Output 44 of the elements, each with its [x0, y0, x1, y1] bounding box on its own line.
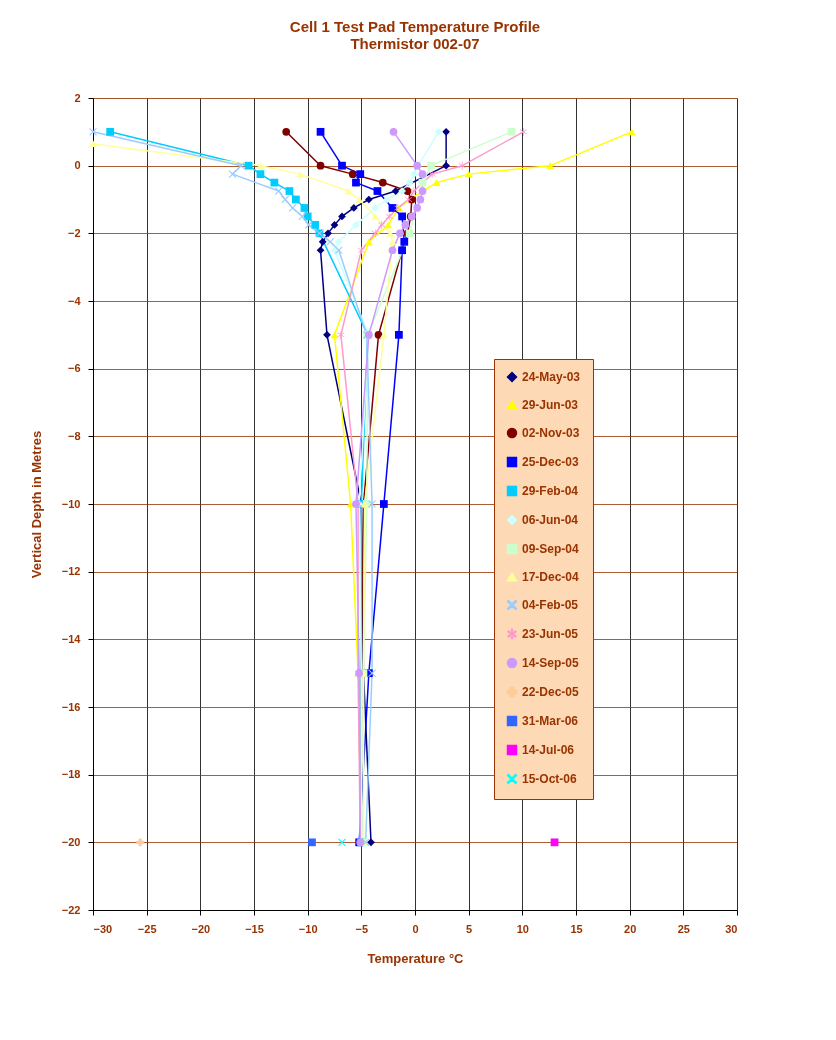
- y-tick-label: −6: [67, 362, 81, 375]
- legend-label: 29-Feb-04: [522, 484, 579, 498]
- y-tick-label: −20: [61, 835, 81, 848]
- y-tick-label: −14: [61, 632, 82, 645]
- x-tick-label: 30: [725, 922, 738, 935]
- legend-label: 24-May-03: [522, 370, 581, 384]
- x-tick-label: 20: [624, 922, 637, 935]
- legend-label: 14-Sep-05: [522, 656, 580, 670]
- y-tick-label: −18: [61, 768, 81, 781]
- y-tick-label: 2: [74, 91, 81, 104]
- legend-label: 14-Jul-06: [522, 743, 575, 757]
- legend-label: 02-Nov-03: [522, 426, 580, 440]
- y-tick-label: −8: [67, 429, 81, 442]
- legend-label: 31-Mar-06: [522, 714, 579, 728]
- legend-label: 25-Dec-03: [522, 455, 580, 469]
- chart-title: Cell 1 Test Pad Temperature Profile Thermistor 002-07: [289, 18, 541, 52]
- legend-label: 04-Feb-05: [522, 598, 579, 612]
- x-tick-label: −10: [298, 922, 318, 935]
- y-axis-title: Vertical Depth in Metres: [28, 430, 44, 579]
- y-tick-label: −16: [61, 700, 81, 713]
- y-tick-label: −4: [67, 294, 82, 307]
- y-tick-label: −22: [61, 903, 81, 916]
- x-tick-label: 15: [570, 922, 583, 935]
- x-tick-label: −20: [191, 922, 211, 935]
- y-tick-label: −12: [61, 565, 81, 578]
- legend-label: 23-Jun-05: [522, 627, 579, 641]
- legend-label: 17-Dec-04: [522, 570, 580, 584]
- legend-label: 15-Oct-06: [522, 772, 578, 786]
- y-tick-label: −10: [61, 497, 81, 510]
- legend-label: 06-Jun-04: [522, 513, 579, 527]
- x-tick-label: 10: [516, 922, 529, 935]
- legend-label: 09-Sep-04: [522, 542, 580, 556]
- x-tick-label: −5: [355, 922, 369, 935]
- x-tick-label: 25: [677, 922, 690, 935]
- x-tick-label: 5: [466, 922, 473, 935]
- y-tick-label: −2: [67, 226, 81, 239]
- x-tick-label: −30: [93, 922, 113, 935]
- x-tick-label: −25: [137, 922, 157, 935]
- legend-label: 29-Jun-03: [522, 398, 579, 412]
- legend-label: 22-Dec-05: [522, 685, 580, 699]
- x-tick-label: 0: [412, 922, 419, 935]
- x-axis-title: Temperature °C: [367, 950, 465, 966]
- y-tick-label: 0: [74, 159, 81, 172]
- x-tick-label: −15: [245, 922, 264, 935]
